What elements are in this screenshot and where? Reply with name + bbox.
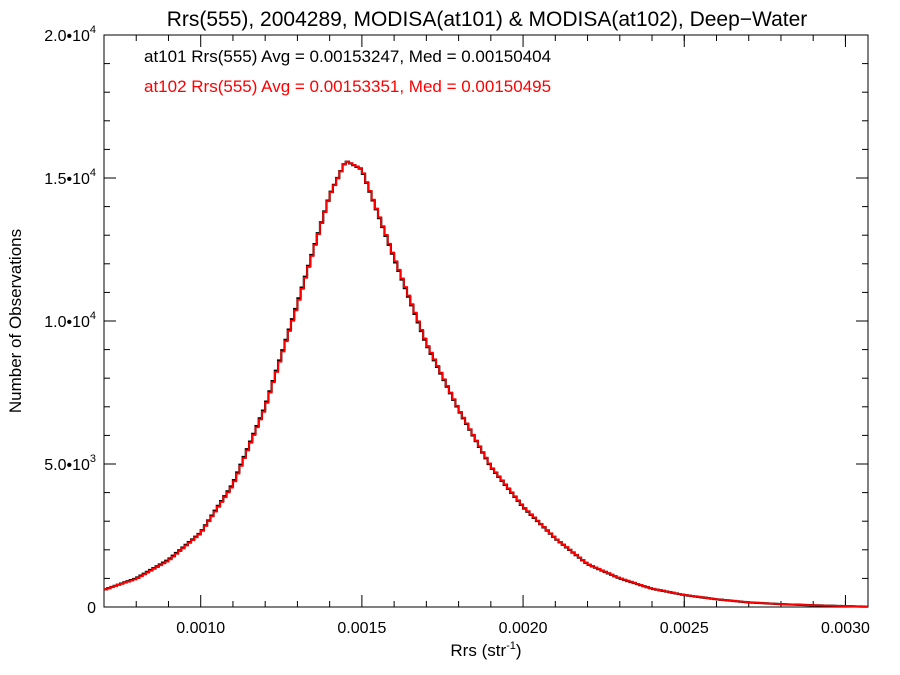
x-axis-label-text: Rrs (str (450, 641, 506, 660)
series-at102-line (104, 160, 868, 608)
x-axis-label: Rrs (str-1) (450, 640, 521, 660)
y-tick-label-base: 5.0•10 (44, 457, 90, 474)
x-axis-label-superscript: -1 (506, 640, 516, 652)
y-tick-label: 1.0•104 (44, 310, 96, 331)
y-tick-label-exponent: 4 (90, 167, 96, 179)
x-tick-label: 0.0030 (821, 620, 870, 637)
x-tick-label: 0.0020 (499, 620, 548, 637)
series-at101-line (104, 160, 868, 608)
y-tick-label-base: 1.5•10 (44, 171, 90, 188)
y-tick-label-base: 0 (87, 600, 96, 617)
x-tick-label: 0.0025 (660, 620, 709, 637)
y-tick-label-base: 2.0•10 (44, 28, 90, 45)
x-tick-label: 0.0015 (337, 620, 386, 637)
y-tick-label-exponent: 3 (90, 453, 96, 465)
x-tick-label: 0.0010 (176, 620, 225, 637)
annotation-at101: at101 Rrs(555) Avg = 0.00153247, Med = 0… (144, 47, 551, 66)
y-tick-label: 0 (87, 600, 96, 617)
series-layer (104, 160, 868, 608)
y-tick-label: 5.0•103 (44, 453, 96, 474)
y-tick-label: 1.5•104 (44, 167, 96, 188)
chart-title: Rrs(555), 2004289, MODISA(at101) & MODIS… (167, 8, 808, 31)
annotation-at102: at102 Rrs(555) Avg = 0.00153351, Med = 0… (144, 77, 551, 96)
y-axis-label: Number of Observations (6, 229, 25, 413)
y-tick-label-base: 1.0•10 (44, 314, 90, 331)
x-axis: 0.0010 0.0015 0.0020 0.0025 0.0030 (135, 35, 870, 637)
plot-frame (103, 34, 869, 608)
y-tick-label-exponent: 4 (90, 24, 96, 36)
x-axis-label-close: ) (516, 641, 522, 660)
y-tick-label-exponent: 4 (90, 310, 96, 322)
y-tick-label: 2.0•104 (44, 24, 96, 45)
